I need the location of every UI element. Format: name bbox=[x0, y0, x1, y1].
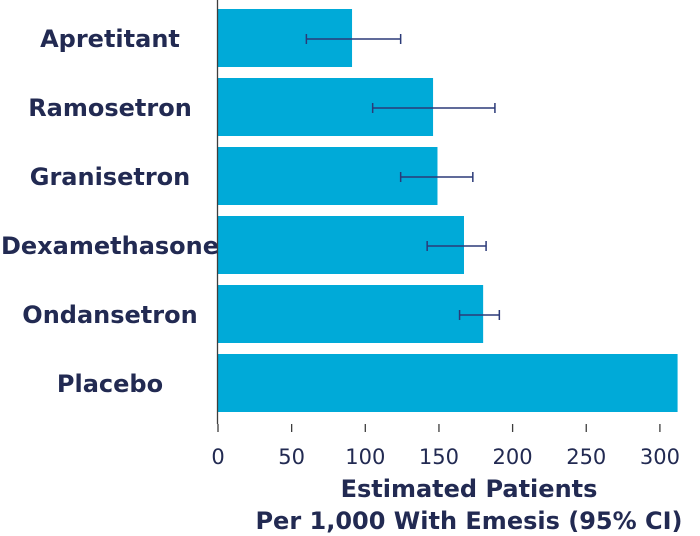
error-bar-ondansetron bbox=[458, 310, 501, 320]
x-tick-label-100: 100 bbox=[345, 445, 385, 469]
bar-placebo bbox=[218, 354, 678, 412]
x-tick-label-250: 250 bbox=[566, 445, 606, 469]
bar-ramosetron bbox=[218, 78, 434, 136]
bar-ondansetron bbox=[218, 285, 484, 343]
error-bar-apretitant bbox=[305, 34, 402, 44]
category-label-granisetron: Granisetron bbox=[30, 163, 191, 191]
category-label-ondansetron: Ondansetron bbox=[22, 301, 197, 329]
x-axis-title-line1: Estimated Patients bbox=[341, 475, 598, 503]
error-bar-ramosetron bbox=[371, 103, 496, 113]
category-label-placebo: Placebo bbox=[57, 370, 163, 398]
bar-granisetron bbox=[218, 147, 438, 205]
error-bars-group bbox=[305, 34, 501, 320]
bars-group bbox=[218, 9, 678, 412]
bar-apretitant bbox=[218, 9, 353, 67]
category-label-dexamethasone: Dexamethasone bbox=[1, 232, 219, 260]
x-tick-label-200: 200 bbox=[493, 445, 533, 469]
x-tick-label-0: 0 bbox=[211, 445, 224, 469]
category-label-ramosetron: Ramosetron bbox=[28, 94, 192, 122]
category-labels-group: Apretitant Ramosetron Granisetron Dexametha… bbox=[1, 25, 219, 398]
bar-dexamethasone bbox=[218, 216, 464, 274]
category-label-apretitant: Apretitant bbox=[40, 25, 180, 53]
x-tick-label-300: 300 bbox=[640, 445, 680, 469]
error-bar-granisetron bbox=[399, 172, 474, 182]
x-tick-label-50: 50 bbox=[278, 445, 305, 469]
error-bar-dexamethasone bbox=[426, 241, 487, 251]
x-axis-title-line2: Per 1,000 With Emesis (95% CI) bbox=[255, 507, 682, 535]
x-ticks-group: 0 50 100 150 200 250 300 bbox=[211, 424, 680, 469]
x-tick-label-150: 150 bbox=[419, 445, 459, 469]
